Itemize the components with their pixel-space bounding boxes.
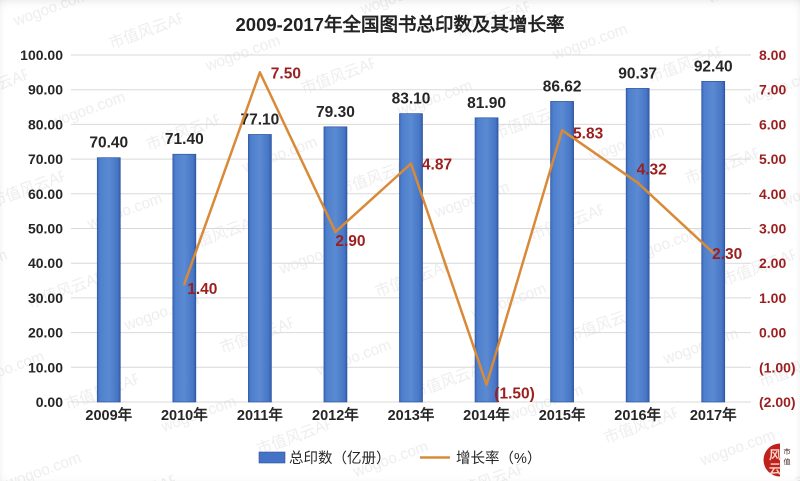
- svg-text:2011年: 2011年: [237, 406, 283, 424]
- svg-text:2014年: 2014年: [463, 406, 510, 424]
- svg-text:2015年: 2015年: [539, 406, 586, 424]
- svg-text:0.00: 0.00: [36, 394, 63, 410]
- svg-text:71.40: 71.40: [165, 131, 204, 148]
- svg-text:4.32: 4.32: [637, 162, 667, 179]
- svg-text:5.83: 5.83: [573, 125, 604, 142]
- svg-text:0.00: 0.00: [759, 325, 786, 341]
- svg-text:风: 风: [769, 448, 781, 462]
- svg-text:90.00: 90.00: [28, 82, 63, 98]
- svg-text:60.00: 60.00: [28, 186, 63, 202]
- svg-text:1.40: 1.40: [187, 281, 217, 298]
- svg-text:2013年: 2013年: [388, 406, 435, 424]
- svg-text:2017年: 2017年: [690, 406, 737, 424]
- svg-text:70.00: 70.00: [28, 151, 63, 167]
- svg-text:2010年: 2010年: [161, 406, 208, 424]
- svg-text:86.62: 86.62: [543, 78, 582, 95]
- svg-text:4.00: 4.00: [759, 186, 786, 202]
- svg-text:6.00: 6.00: [759, 116, 786, 132]
- svg-text:(2.00): (2.00): [759, 394, 796, 410]
- svg-text:2012年: 2012年: [312, 406, 359, 424]
- svg-text:2009年: 2009年: [85, 406, 132, 424]
- svg-text:2016年: 2016年: [614, 406, 661, 424]
- svg-text:增长率（%）: 增长率（%）: [456, 450, 541, 467]
- svg-text:1.00: 1.00: [759, 290, 786, 306]
- svg-text:总印数（亿册）: 总印数（亿册）: [289, 450, 391, 467]
- svg-text:7.50: 7.50: [271, 65, 301, 82]
- svg-text:值: 值: [784, 457, 791, 466]
- svg-text:30.00: 30.00: [28, 290, 63, 306]
- svg-text:80.00: 80.00: [28, 116, 63, 132]
- svg-text:70.40: 70.40: [89, 135, 128, 152]
- svg-text:云: 云: [769, 462, 781, 476]
- svg-text:2.90: 2.90: [335, 233, 365, 250]
- svg-text:5.00: 5.00: [759, 151, 786, 167]
- svg-text:20.00: 20.00: [28, 325, 63, 341]
- svg-text:100.00: 100.00: [20, 47, 63, 63]
- svg-text:2.00: 2.00: [759, 255, 786, 271]
- svg-text:92.40: 92.40: [694, 58, 733, 75]
- svg-text:10.00: 10.00: [28, 359, 63, 375]
- svg-text:40.00: 40.00: [28, 255, 63, 271]
- svg-text:(1.50): (1.50): [494, 386, 535, 403]
- svg-text:83.10: 83.10: [392, 91, 431, 108]
- svg-text:50.00: 50.00: [28, 221, 63, 237]
- svg-text:79.30: 79.30: [316, 104, 355, 121]
- svg-text:4.87: 4.87: [422, 157, 452, 174]
- svg-text:市: 市: [784, 447, 791, 456]
- svg-text:7.00: 7.00: [759, 82, 786, 98]
- svg-text:81.90: 81.90: [467, 95, 506, 112]
- svg-text:90.37: 90.37: [618, 65, 657, 82]
- svg-text:(1.00): (1.00): [759, 359, 796, 375]
- svg-text:3.00: 3.00: [759, 221, 786, 237]
- svg-text:8.00: 8.00: [759, 47, 786, 63]
- svg-text:2.30: 2.30: [712, 246, 742, 263]
